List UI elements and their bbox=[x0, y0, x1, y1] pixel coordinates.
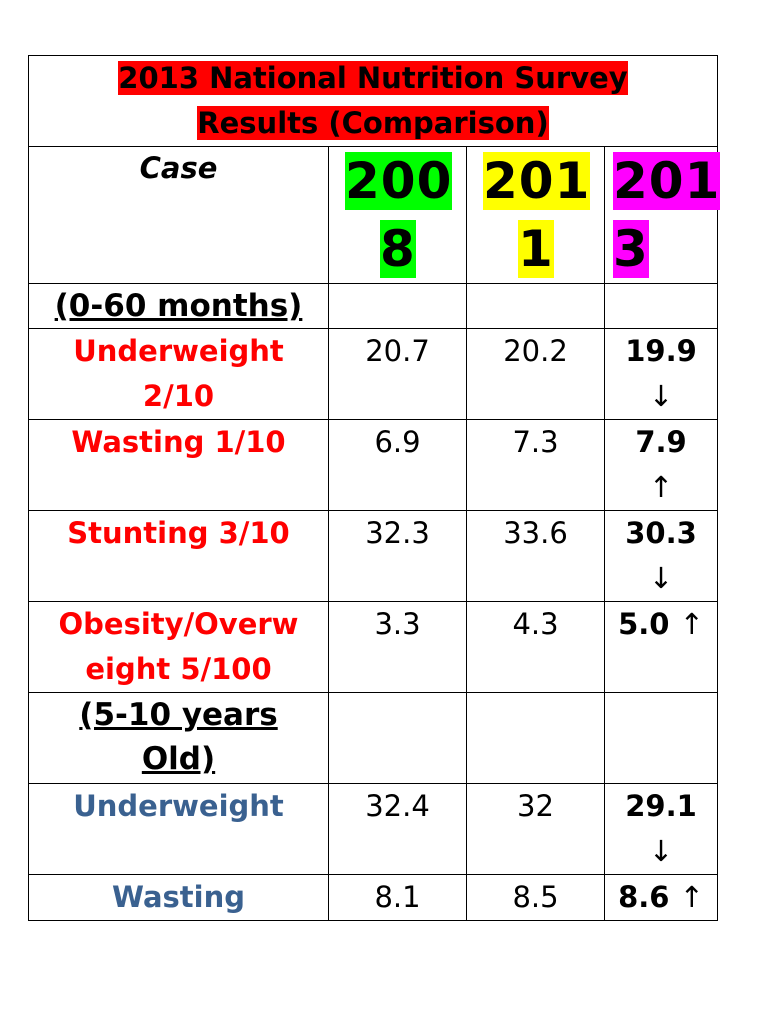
row-label: Wasting 1/10 bbox=[71, 425, 286, 459]
empty-cell bbox=[604, 283, 718, 329]
value-2008: 20.7 bbox=[365, 334, 430, 368]
row-label-cell: Wasting 1/10 bbox=[28, 419, 329, 511]
value-2011-cell: 33.6 bbox=[466, 510, 605, 602]
empty-cell bbox=[466, 283, 605, 329]
value-2008-cell: 3.3 bbox=[328, 601, 467, 693]
arrow-up-icon: ↑ bbox=[648, 470, 674, 504]
arrow-up-icon: ↑ bbox=[679, 607, 704, 641]
value-2011-cell: 4.3 bbox=[466, 601, 605, 693]
arrow-down-icon: ↓ bbox=[648, 834, 674, 868]
year-2011-part-1: 201 bbox=[483, 152, 591, 210]
value-2008: 3.3 bbox=[374, 607, 421, 641]
row-label-cell: Obesity/Overw eight 5/100 bbox=[28, 601, 329, 693]
value-2013: 5.0 bbox=[618, 607, 670, 641]
year-2011-part-2: 1 bbox=[518, 220, 554, 278]
value-2013: 29.1 bbox=[625, 789, 697, 823]
table-title-line-2: Results (Comparison) bbox=[197, 106, 549, 140]
value-2008-cell: 6.9 bbox=[328, 419, 467, 511]
row-label-cell: Stunting 3/10 bbox=[28, 510, 329, 602]
value-2008: 8.1 bbox=[374, 880, 421, 914]
section-0-60-months-cell: (0-60 months) bbox=[28, 283, 329, 329]
year-2013-header-cell: 201 3 bbox=[604, 146, 721, 284]
value-2011: 33.6 bbox=[503, 516, 568, 550]
section-0-60-months: (0-60 months) bbox=[54, 288, 303, 324]
value-2011-cell: 7.3 bbox=[466, 419, 605, 511]
row-label: 2/10 bbox=[142, 379, 215, 413]
empty-cell bbox=[328, 283, 467, 329]
value-2011-cell: 20.2 bbox=[466, 328, 605, 420]
value-2008-cell: 32.3 bbox=[328, 510, 467, 602]
row-label-cell: Underweight bbox=[28, 783, 329, 875]
table-title-line-1: 2013 National Nutrition Survey bbox=[118, 61, 628, 95]
arrow-down-icon: ↓ bbox=[648, 379, 674, 413]
value-2011: 7.3 bbox=[512, 425, 559, 459]
value-2008: 6.9 bbox=[374, 425, 421, 459]
value-2013: 8.6 bbox=[618, 880, 670, 914]
row-label: Underweight bbox=[73, 334, 284, 368]
row-label: Underweight bbox=[73, 789, 284, 823]
case-header: Case bbox=[139, 151, 218, 185]
row-label-cell: Underweight 2/10 bbox=[28, 328, 329, 420]
value-2011: 8.5 bbox=[512, 880, 559, 914]
value-2013: 19.9 bbox=[625, 334, 697, 368]
year-2008-part-2: 8 bbox=[380, 220, 416, 278]
arrow-down-icon: ↓ bbox=[648, 561, 674, 595]
year-2013-part-1: 201 bbox=[613, 152, 721, 210]
value-2011: 20.2 bbox=[503, 334, 568, 368]
row-label: Obesity/Overw bbox=[58, 607, 299, 641]
row-label: Stunting 3/10 bbox=[67, 516, 290, 550]
value-2013-cell: 29.1 ↓ bbox=[604, 783, 718, 875]
value-2008: 32.3 bbox=[365, 516, 430, 550]
value-2013: 30.3 bbox=[625, 516, 697, 550]
value-2008-cell: 8.1 bbox=[328, 874, 467, 921]
empty-cell bbox=[466, 692, 605, 784]
value-2011-cell: 32 bbox=[466, 783, 605, 875]
row-label: eight 5/100 bbox=[85, 652, 272, 686]
value-2011: 4.3 bbox=[512, 607, 559, 641]
year-2013-part-2: 3 bbox=[613, 220, 649, 278]
value-2013-cell: 30.3 ↓ bbox=[604, 510, 718, 602]
value-2008: 32.4 bbox=[365, 789, 430, 823]
arrow-up-icon: ↑ bbox=[679, 880, 704, 914]
year-2008-part-1: 200 bbox=[345, 152, 453, 210]
case-header-cell: Case bbox=[28, 146, 329, 284]
nutrition-survey-table: 2013 National Nutrition Survey Results (… bbox=[28, 55, 721, 921]
row-label: Wasting bbox=[112, 880, 245, 914]
value-2011: 32 bbox=[517, 789, 554, 823]
section-5-10-years-line-2: Old) bbox=[141, 741, 216, 777]
value-2008-cell: 32.4 bbox=[328, 783, 467, 875]
year-2011-header-cell: 201 1 bbox=[466, 146, 605, 284]
value-2008-cell: 20.7 bbox=[328, 328, 467, 420]
empty-cell bbox=[604, 692, 718, 784]
value-2013: 7.9 bbox=[635, 425, 687, 459]
value-2013-cell: 8.6 ↑ bbox=[604, 874, 718, 921]
empty-cell bbox=[328, 692, 467, 784]
year-2008-header-cell: 200 8 bbox=[328, 146, 467, 284]
value-2013-cell: 19.9 ↓ bbox=[604, 328, 718, 420]
section-5-10-years-cell: (5-10 years Old) bbox=[28, 692, 329, 784]
row-label-cell: Wasting bbox=[28, 874, 329, 921]
value-2013-cell: 5.0 ↑ bbox=[604, 601, 718, 693]
value-2013-cell: 7.9 ↑ bbox=[604, 419, 718, 511]
table-title-cell: 2013 National Nutrition Survey Results (… bbox=[28, 55, 718, 147]
section-5-10-years-line-1: (5-10 years bbox=[79, 697, 278, 733]
value-2011-cell: 8.5 bbox=[466, 874, 605, 921]
